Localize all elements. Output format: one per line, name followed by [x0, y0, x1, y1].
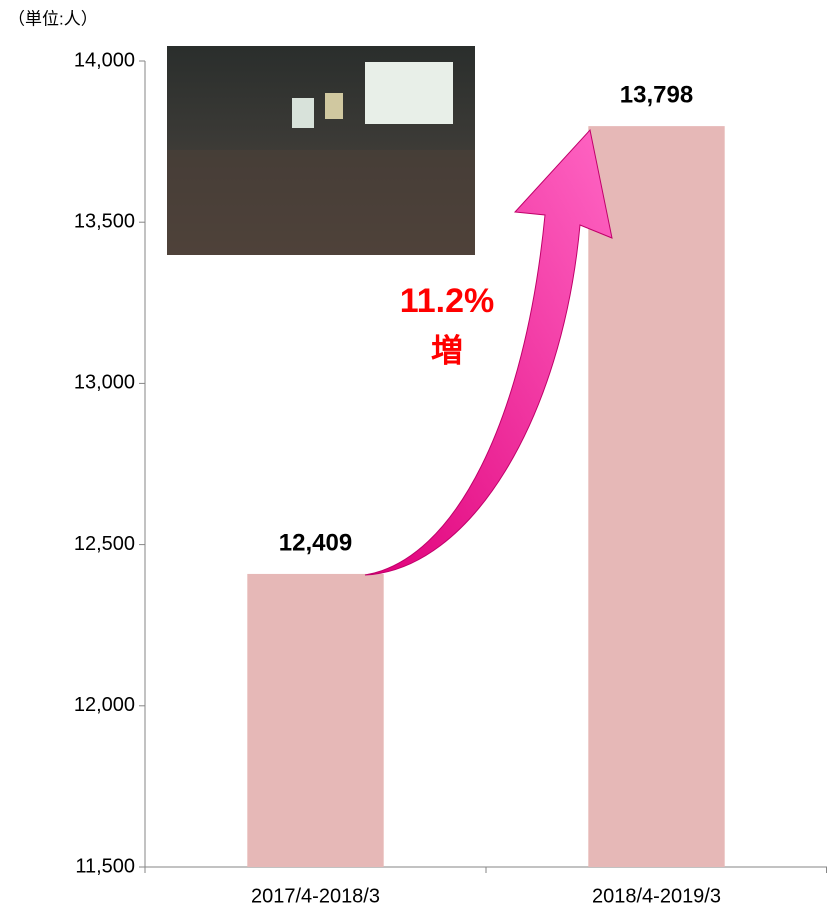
y-tick-label: 12,500 — [74, 533, 135, 555]
x-tick-label: 2017/4-2018/3 — [251, 885, 380, 907]
y-tick-label: 13,000 — [74, 372, 135, 394]
annotation: 増 — [431, 332, 463, 368]
photo — [167, 46, 475, 255]
bar — [588, 126, 725, 867]
value-label: 13,798 — [620, 81, 693, 108]
bar — [247, 573, 384, 867]
growth-arrow — [364, 128, 613, 576]
annotation: 11.2% — [400, 282, 495, 320]
y-tick-label: 14,000 — [74, 49, 135, 71]
value-label: 12,409 — [279, 529, 352, 556]
x-tick-label: 2018/4-2019/3 — [592, 885, 721, 907]
y-tick-label: 11,500 — [75, 855, 135, 877]
y-tick-label: 12,000 — [74, 694, 135, 716]
unit-label: （単位:人） — [8, 9, 98, 28]
y-tick-label: 13,500 — [74, 210, 135, 232]
